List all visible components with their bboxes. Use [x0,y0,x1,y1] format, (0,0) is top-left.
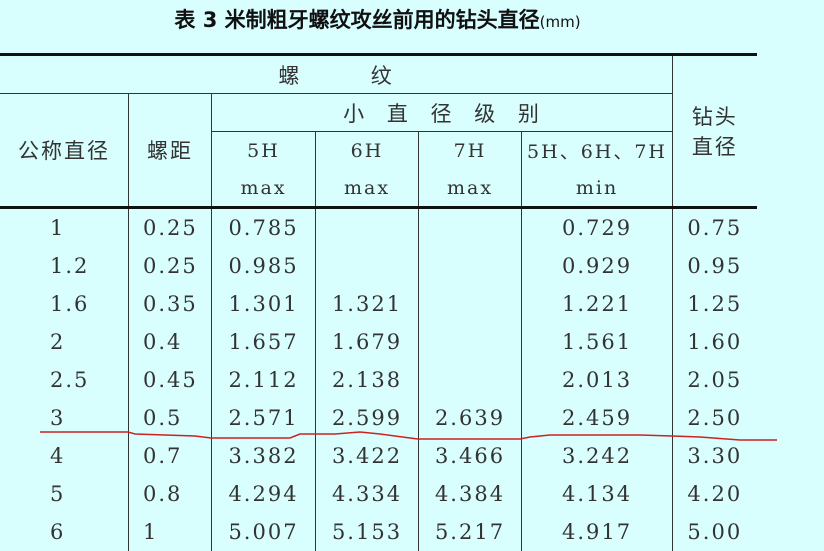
red-underline-mark [40,432,777,440]
